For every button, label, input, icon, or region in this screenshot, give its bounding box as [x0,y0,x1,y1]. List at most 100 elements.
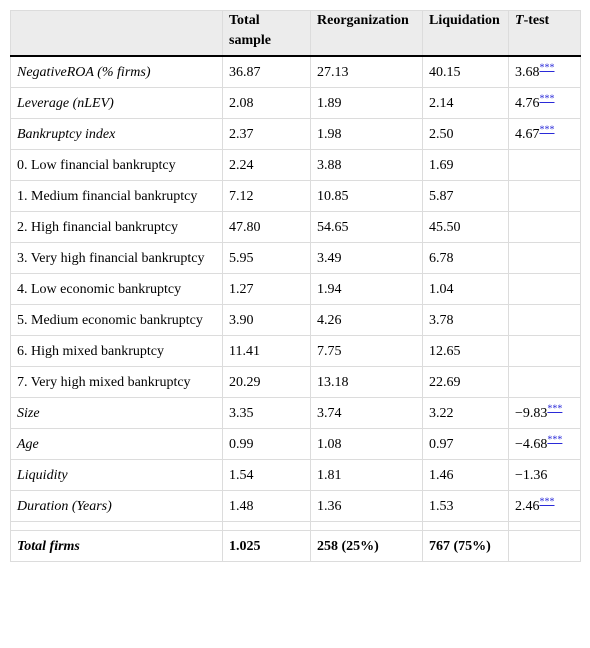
value-cell: 11.41 [222,335,311,367]
value-cell: 1.81 [310,459,423,491]
test-value: −1.36 [515,468,548,483]
row-label: Liquidity [10,459,223,491]
test-cell: −1.36 [508,459,581,491]
value-cell: 1.48 [222,490,311,522]
row-label: 7. Very high mixed bankruptcy [10,366,223,398]
table-row: 4. Low economic bankruptcy 1.27 1.94 1.04 [10,273,581,305]
value-cell: 54.65 [310,211,423,243]
value-cell: 3.78 [422,304,509,336]
value-cell: 36.87 [222,55,311,88]
header-cell: Reorganization [310,10,423,57]
value-cell: 3.49 [310,242,423,274]
value-cell: 1.69 [422,149,509,181]
header-cell [10,10,223,57]
header-suffix: -test [523,13,550,28]
value-cell: 5.87 [422,180,509,212]
row-label: Leverage (nLEV) [10,87,223,119]
table-row: 6. High mixed bankruptcy 11.41 7.75 12.65 [10,335,581,367]
significance-link[interactable]: *** [539,124,555,136]
value-cell: 0.97 [422,428,509,460]
value-cell: 5.95 [222,242,311,274]
test-cell [508,304,581,336]
value-cell: 3.22 [422,397,509,429]
value-cell: 3.74 [310,397,423,429]
table-row: Duration (Years) 1.48 1.36 1.53 2.46*** [10,490,581,522]
value-cell: 1.89 [310,87,423,119]
test-cell [508,530,581,562]
header-symbol: T [515,13,524,28]
header-cell: Total sample [222,10,311,57]
value-cell: 0.99 [222,428,311,460]
test-cell: 4.67*** [508,118,581,150]
table-row: 2. High financial bankruptcy 47.80 54.65 45… [10,211,581,243]
test-value: 3.68 [515,65,540,80]
significance-link[interactable]: *** [539,496,555,508]
test-cell [508,149,581,181]
value-cell: 1.94 [310,273,423,305]
test-cell [508,335,581,367]
row-label: 4. Low economic bankruptcy [10,273,223,305]
value-cell: 1.27 [222,273,311,305]
test-cell: −9.83*** [508,397,581,429]
header-row: Total sample Reorganization Liquidation … [10,10,581,57]
row-label: Age [10,428,223,460]
table-row: Size 3.35 3.74 3.22 −9.83*** [10,397,581,429]
test-value: 4.76 [515,96,540,111]
value-cell: 10.85 [310,180,423,212]
results-table: Total sample Reorganization Liquidation … [10,10,581,562]
test-cell: −4.68*** [508,428,581,460]
significance-link[interactable]: *** [547,434,563,446]
value-cell: 7.75 [310,335,423,367]
significance-link[interactable]: *** [539,93,555,105]
row-label: 6. High mixed bankruptcy [10,335,223,367]
value-cell: 767 (75%) [422,530,509,562]
test-value: −9.83 [515,406,548,421]
test-cell: 3.68*** [508,55,581,88]
total-row: Total firms 1.025 258 (25%) 767 (75%) [10,530,581,562]
spacer-row [10,521,581,531]
test-value: 2.46 [515,499,540,514]
row-label: 2. High financial bankruptcy [10,211,223,243]
value-cell: 1.04 [422,273,509,305]
spacer-cell [10,521,223,531]
test-cell [508,242,581,274]
significance-link[interactable]: *** [547,403,563,415]
test-cell [508,180,581,212]
value-cell: 2.08 [222,87,311,119]
value-cell: 40.15 [422,55,509,88]
value-cell: 2.37 [222,118,311,150]
row-label: 1. Medium financial bankruptcy [10,180,223,212]
table-row: 5. Medium economic bankruptcy 3.90 4.26 3.7… [10,304,581,336]
value-cell: 1.98 [310,118,423,150]
value-cell: 2.50 [422,118,509,150]
header-cell: T-test [508,10,581,57]
value-cell: 22.69 [422,366,509,398]
row-label: 0. Low financial bankruptcy [10,149,223,181]
value-cell: 2.14 [422,87,509,119]
row-label: Total firms [10,530,223,562]
test-cell: 4.76*** [508,87,581,119]
spacer-cell [422,521,509,531]
table-row: NegativeROA (% firms) 36.87 27.13 40.15 3.68… [10,55,581,88]
table-row: 0. Low financial bankruptcy 2.24 3.88 1.69 [10,149,581,181]
spacer-cell [508,521,581,531]
value-cell: 3.35 [222,397,311,429]
table-row: 1. Medium financial bankruptcy 7.12 10.85 5… [10,180,581,212]
row-label: NegativeROA (% firms) [10,55,223,88]
table-row: 3. Very high financial bankruptcy 5.95 3.4… [10,242,581,274]
header-cell: Liquidation [422,10,509,57]
table-row: 7. Very high mixed bankruptcy 20.29 13.18 2… [10,366,581,398]
test-cell: 2.46*** [508,490,581,522]
row-label: 5. Medium economic bankruptcy [10,304,223,336]
value-cell: 13.18 [310,366,423,398]
row-label: Duration (Years) [10,490,223,522]
value-cell: 20.29 [222,366,311,398]
table-row: Liquidity 1.54 1.81 1.46 −1.36 [10,459,581,491]
value-cell: 1.54 [222,459,311,491]
table-body: NegativeROA (% firms) 36.87 27.13 40.15 3.68… [10,55,581,562]
value-cell: 47.80 [222,211,311,243]
significance-link[interactable]: *** [539,62,555,74]
value-cell: 1.53 [422,490,509,522]
row-label: Bankruptcy index [10,118,223,150]
